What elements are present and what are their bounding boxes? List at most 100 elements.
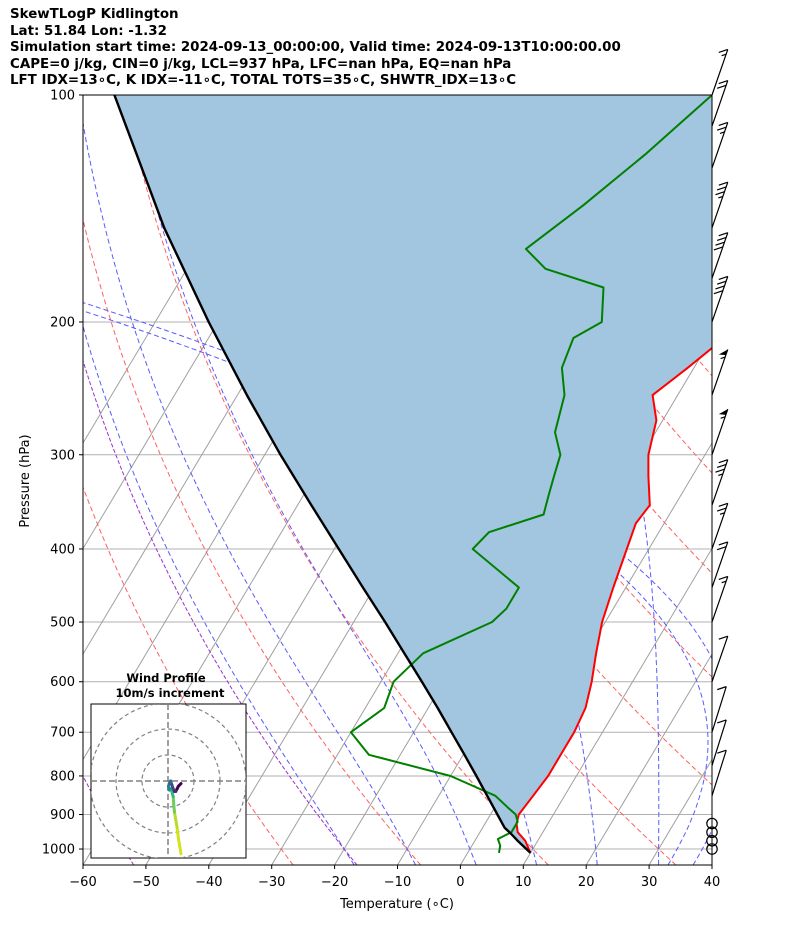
barb-full-flag <box>716 280 727 285</box>
barb-staff <box>711 80 729 127</box>
hodograph-title: Wind Profile <box>126 671 206 685</box>
barb-full-flag <box>715 468 725 473</box>
dewpoint-profile <box>349 95 712 854</box>
barb-full-flag <box>718 635 728 640</box>
y-tick-label: 700 <box>50 726 75 741</box>
barb-full-flag <box>713 246 724 251</box>
wind-barb <box>711 635 729 682</box>
barb-pennant <box>718 409 728 415</box>
cin-shading <box>114 95 712 853</box>
y-tick-label: 500 <box>50 616 75 631</box>
barb-full-flag <box>718 232 728 237</box>
x-axis-label: Temperature (∘C) <box>339 897 454 912</box>
barb-full-flag <box>718 459 728 464</box>
barb-half-flag <box>720 416 726 419</box>
barb-staff <box>711 576 729 623</box>
barb-full-flag <box>718 541 728 546</box>
wind-barb <box>711 719 727 766</box>
x-tick-label: −30 <box>258 875 285 890</box>
y-tick-label: 300 <box>50 448 75 463</box>
mixing-ratio-line <box>83 359 358 865</box>
isotherm-line <box>585 653 712 865</box>
barb-full-flag <box>718 502 728 507</box>
barb-full-flag <box>715 191 725 196</box>
barb-staff <box>711 686 727 733</box>
barb-full-flag <box>716 126 727 131</box>
wind-barb <box>711 408 729 455</box>
wind-barb <box>711 121 729 169</box>
barb-full-flag <box>718 575 728 581</box>
y-tick-label: 1000 <box>42 843 75 858</box>
index-parameters: LFT IDX=13∘C, K IDX=-11∘C, TOTAL TOTS=35… <box>10 73 517 88</box>
barb-full-flag <box>716 507 727 512</box>
chart-title: SkewTLogP Kidlington <box>10 7 179 22</box>
calm-wind-circle <box>706 834 718 847</box>
wind-barb <box>711 502 729 550</box>
barb-staff <box>711 122 729 169</box>
wind-barb <box>711 275 729 323</box>
barb-full-flag <box>718 275 728 280</box>
barb-half-flag <box>719 512 725 515</box>
hodograph-subtitle: 10m/s increment <box>116 686 225 700</box>
wind-barbs <box>706 48 729 855</box>
wind-barb <box>711 575 729 623</box>
temperature-profile <box>515 346 712 854</box>
wind-barb <box>711 232 729 279</box>
x-tick-label: 0 <box>456 875 464 890</box>
barb-staff <box>711 276 729 323</box>
barb-staff <box>711 750 727 796</box>
moist-adiabat <box>128 95 477 865</box>
barb-full-flag <box>713 290 724 295</box>
calm-wind-circle <box>706 843 718 855</box>
barb-full-flag <box>718 121 728 127</box>
wind-barb <box>711 48 729 96</box>
sounding-profiles <box>113 95 712 854</box>
barb-half-flag <box>718 195 724 199</box>
x-tick-label: −20 <box>321 875 348 890</box>
barb-full-flag <box>718 181 728 186</box>
x-tick-label: 40 <box>704 875 721 890</box>
wind-barb <box>711 181 729 228</box>
barb-full-flag <box>717 686 727 691</box>
simulation-time: Simulation start time: 2024-09-13_00:00:… <box>10 40 621 55</box>
y-tick-label: 900 <box>50 808 75 823</box>
wind-barb <box>711 80 729 127</box>
barb-half-flag <box>721 580 727 584</box>
axes: −60 −50 −40 −30 −20 −10 0 10 20 30 40 1000 900 800 700… <box>42 89 720 891</box>
moist-adiabat <box>83 324 355 865</box>
location-coordinates: Lat: 51.84 Lon: -1.32 <box>10 23 167 39</box>
barb-full-flag <box>717 719 727 724</box>
hodograph-segment <box>176 782 183 788</box>
barb-staff <box>711 408 729 455</box>
hodograph-segment <box>175 826 180 840</box>
wind-barb <box>711 459 729 506</box>
y-tick-label: 800 <box>50 769 75 784</box>
chart-header: SkewTLogP Kidlington Lat: 51.84 Lon: -1.… <box>10 7 621 90</box>
barb-staff <box>711 635 729 682</box>
barb-staff <box>711 459 729 506</box>
parcel-profile <box>113 95 532 854</box>
x-tick-label: −60 <box>69 875 96 890</box>
y-tick-label: 100 <box>50 89 75 104</box>
barb-half-flag <box>719 131 725 135</box>
barb-half-flag <box>721 53 727 57</box>
y-axis-label: Pressure (hPa) <box>18 434 33 527</box>
barb-half-flag <box>720 356 726 360</box>
calm-wind-circle <box>706 826 718 839</box>
barb-full-flag <box>715 285 725 290</box>
x-tick-label: 10 <box>515 875 532 890</box>
isotherm-line <box>711 864 712 865</box>
barb-half-flag <box>718 473 724 476</box>
wind-barb <box>711 541 729 588</box>
dry-adiabat <box>83 217 422 865</box>
x-tick-label: −10 <box>384 875 411 890</box>
barb-staff <box>711 181 729 228</box>
barb-staff <box>711 232 729 279</box>
barb-pennant <box>718 349 728 356</box>
barb-full-flag <box>716 186 727 191</box>
barb-full-flag <box>718 80 728 85</box>
x-tick-label: −50 <box>132 875 159 890</box>
barb-staff <box>711 719 727 766</box>
barb-full-flag <box>716 84 727 89</box>
